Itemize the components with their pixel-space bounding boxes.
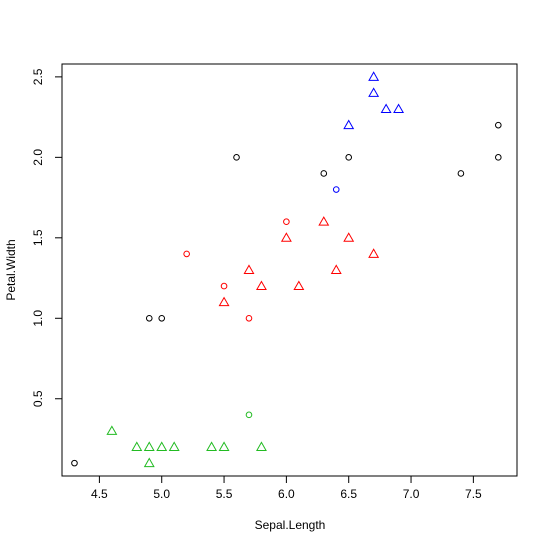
x-tick-label: 7.5 [465, 487, 482, 501]
data-point-triangle [218, 296, 230, 307]
y-tick-label: 2.0 [31, 149, 45, 166]
data-point-circle [233, 154, 240, 161]
data-point-circle [495, 154, 502, 161]
y-tick-label: 2.5 [31, 68, 45, 85]
data-point-circle [145, 314, 153, 322]
y-tick-label: 1.5 [31, 229, 45, 246]
data-point-circle [320, 170, 328, 177]
x-tick-label: 7.0 [403, 487, 420, 501]
data-point-circle [283, 218, 290, 226]
data-point-circle [183, 250, 190, 258]
data-point-triangle [280, 232, 292, 242]
data-point-triangle [106, 425, 118, 435]
data-point-triangle [343, 232, 355, 242]
data-point-triangle [168, 441, 180, 451]
plot-frame [61, 63, 518, 477]
y-axis: 0.5 1.0 1.5 2.0 2.5 [31, 68, 63, 407]
x-tick-label: 6.0 [278, 487, 295, 501]
data-point-circle [71, 459, 78, 467]
data-point-circle [245, 314, 253, 322]
data-point-triangle [318, 216, 330, 226]
data-point-circle [457, 170, 465, 177]
x-tick-label: 5.5 [216, 487, 233, 501]
y-tick-label: 1.0 [31, 310, 45, 327]
y-tick-label: 0.5 [31, 390, 45, 407]
data-point-circle [332, 186, 340, 193]
data-point-triangle [206, 441, 218, 451]
x-axis-label: Sepal.Length [255, 518, 326, 532]
data-point-triangle [393, 103, 405, 114]
data-point-circle [345, 154, 353, 161]
data-point-triangle [380, 103, 392, 114]
data-point-triangle [143, 441, 155, 451]
data-point-triangle [131, 441, 143, 451]
x-tick-label: 5.0 [153, 487, 170, 501]
y-axis-label: Petal.Width [4, 239, 18, 300]
data-point-triangle [218, 441, 230, 451]
data-point-circle [220, 282, 228, 290]
data-point-circle [495, 121, 502, 129]
data-point-circle [158, 314, 166, 322]
data-point-triangle [330, 264, 342, 274]
data-points [71, 71, 502, 468]
data-point-triangle [368, 87, 380, 97]
x-axis: 4.5 5.0 5.5 6.0 6.5 7.0 7.5 [91, 475, 482, 501]
data-point-triangle [143, 457, 155, 468]
data-point-triangle [368, 71, 380, 81]
data-point-triangle [368, 248, 380, 258]
data-point-triangle [156, 441, 168, 451]
data-point-triangle [243, 264, 255, 274]
data-point-triangle [293, 280, 305, 291]
data-point-circle [245, 411, 253, 419]
data-point-triangle [343, 119, 355, 130]
x-tick-label: 4.5 [91, 487, 108, 501]
x-tick-label: 6.5 [340, 487, 357, 501]
data-point-triangle [255, 441, 267, 451]
data-point-triangle [255, 280, 267, 291]
